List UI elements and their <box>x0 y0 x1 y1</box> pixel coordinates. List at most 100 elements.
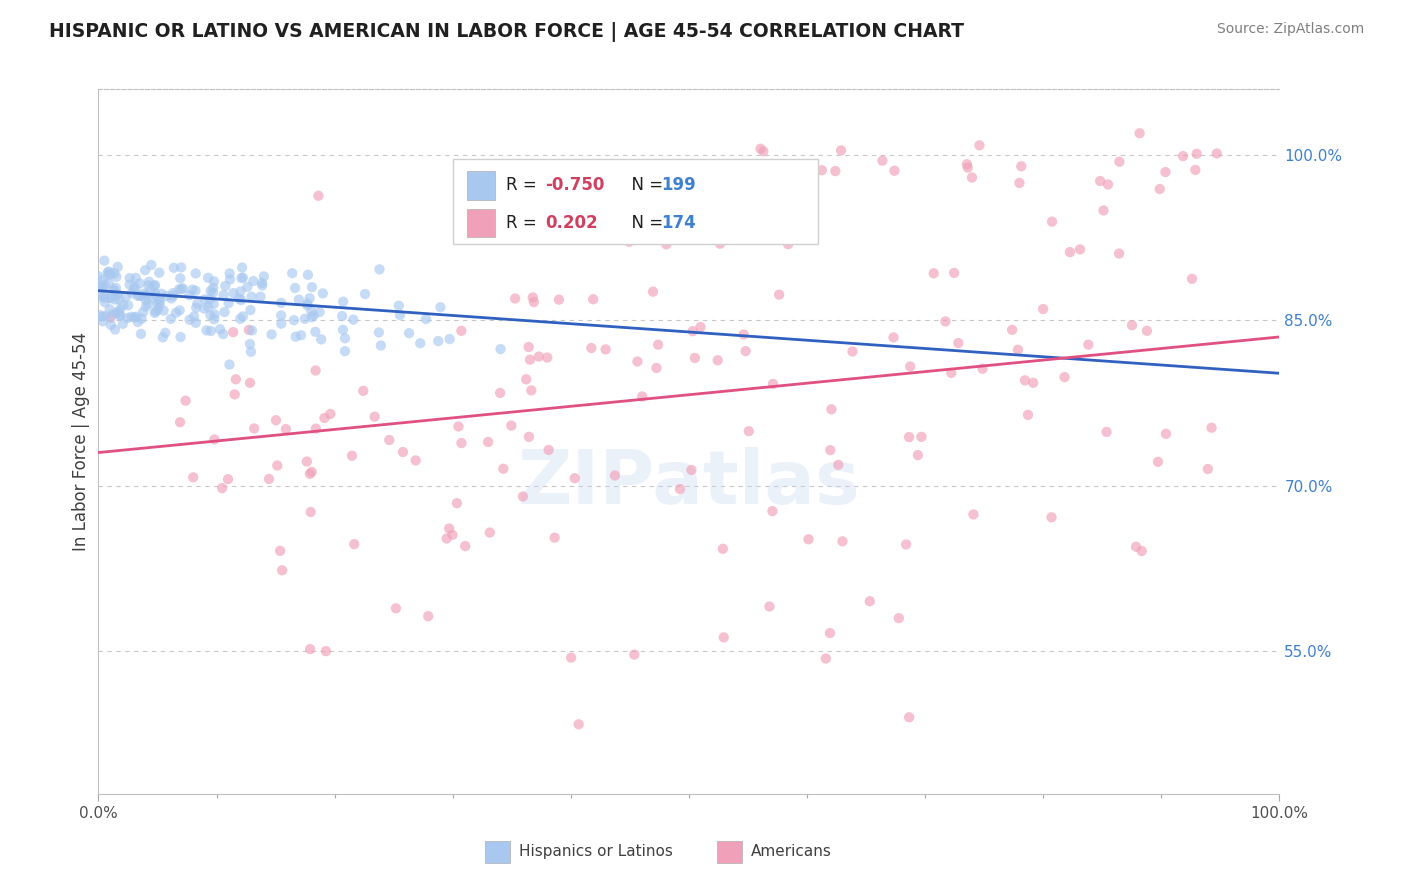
Point <box>135 288 157 302</box>
Point <box>222 286 245 301</box>
Point <box>388 299 411 313</box>
Point <box>87 269 110 284</box>
Point <box>388 308 411 322</box>
Point <box>831 534 853 549</box>
Point <box>156 289 179 303</box>
Point <box>948 336 970 351</box>
Point <box>228 292 250 306</box>
Point <box>104 288 127 302</box>
Point <box>364 409 387 424</box>
Point <box>827 458 849 472</box>
Point <box>108 293 131 307</box>
Point <box>1069 243 1091 257</box>
Point <box>298 291 321 305</box>
Point <box>274 422 297 436</box>
Point <box>146 302 169 317</box>
Point <box>522 290 544 304</box>
Point <box>288 293 311 307</box>
Point <box>503 292 526 306</box>
Point <box>749 142 772 156</box>
Point <box>125 310 148 324</box>
Point <box>1171 149 1194 163</box>
Point <box>232 270 254 285</box>
Point <box>747 170 769 185</box>
Point <box>1007 343 1029 357</box>
Point <box>91 314 114 328</box>
Text: R =: R = <box>506 214 547 232</box>
Point <box>105 269 128 284</box>
Point <box>107 305 129 319</box>
Point <box>603 468 626 483</box>
Point <box>214 305 236 319</box>
Point <box>818 626 841 640</box>
Point <box>299 505 322 519</box>
Point <box>527 350 550 364</box>
Point <box>301 280 323 294</box>
Point <box>560 650 582 665</box>
Point <box>118 271 141 285</box>
Point <box>669 482 692 496</box>
Point <box>711 541 734 556</box>
Point <box>1032 301 1054 316</box>
Point <box>194 293 217 307</box>
Point <box>131 289 153 303</box>
Point <box>135 300 157 314</box>
Point <box>922 266 945 280</box>
Point <box>1205 146 1227 161</box>
Point <box>181 470 204 484</box>
Point <box>239 303 262 318</box>
Point <box>841 344 863 359</box>
Point <box>101 308 124 322</box>
Point <box>132 286 155 301</box>
Point <box>647 337 669 351</box>
Point <box>163 260 186 275</box>
Point <box>882 330 904 344</box>
Point <box>543 531 565 545</box>
Point <box>820 443 842 458</box>
Point <box>307 188 329 202</box>
Point <box>97 264 120 278</box>
Point <box>969 138 991 153</box>
Point <box>709 236 731 251</box>
Point <box>489 342 512 356</box>
Point <box>138 278 160 293</box>
Point <box>239 344 262 359</box>
Point <box>352 384 374 398</box>
Point <box>111 317 134 331</box>
Point <box>200 284 222 298</box>
Point <box>270 309 292 323</box>
Point <box>100 310 122 325</box>
Point <box>811 163 834 178</box>
Point <box>281 266 304 280</box>
Point <box>786 172 808 186</box>
Point <box>330 309 353 323</box>
Point <box>172 281 194 295</box>
Point <box>105 305 128 319</box>
Text: -0.750: -0.750 <box>546 177 605 194</box>
Point <box>271 563 294 577</box>
Point <box>617 235 640 249</box>
Point <box>125 271 148 285</box>
Point <box>142 292 165 306</box>
Point <box>682 324 704 338</box>
Point <box>1008 176 1031 190</box>
Point <box>136 297 159 311</box>
Point <box>626 354 648 368</box>
Point <box>117 311 139 326</box>
Point <box>219 272 242 286</box>
Point <box>104 293 127 307</box>
Point <box>148 293 170 308</box>
Point <box>1147 455 1170 469</box>
Point <box>333 331 356 345</box>
Point <box>301 310 323 325</box>
Point <box>94 309 117 323</box>
Point <box>129 326 152 341</box>
Point <box>197 270 219 285</box>
Point <box>477 434 499 449</box>
Point <box>131 311 153 326</box>
Point <box>302 309 325 323</box>
Point <box>93 291 115 305</box>
Point <box>370 338 392 352</box>
Point <box>202 274 225 288</box>
Point <box>240 290 263 304</box>
